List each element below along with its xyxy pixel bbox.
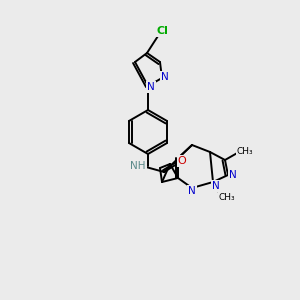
Text: N: N xyxy=(161,72,169,82)
Text: CH₃: CH₃ xyxy=(237,146,253,155)
Text: N: N xyxy=(212,181,220,191)
Text: O: O xyxy=(178,156,186,166)
Text: NH: NH xyxy=(130,161,146,171)
Text: N: N xyxy=(188,186,196,196)
Text: N: N xyxy=(229,170,237,180)
Text: Cl: Cl xyxy=(156,26,168,36)
Text: CH₃: CH₃ xyxy=(219,193,235,202)
Text: N: N xyxy=(147,82,155,92)
